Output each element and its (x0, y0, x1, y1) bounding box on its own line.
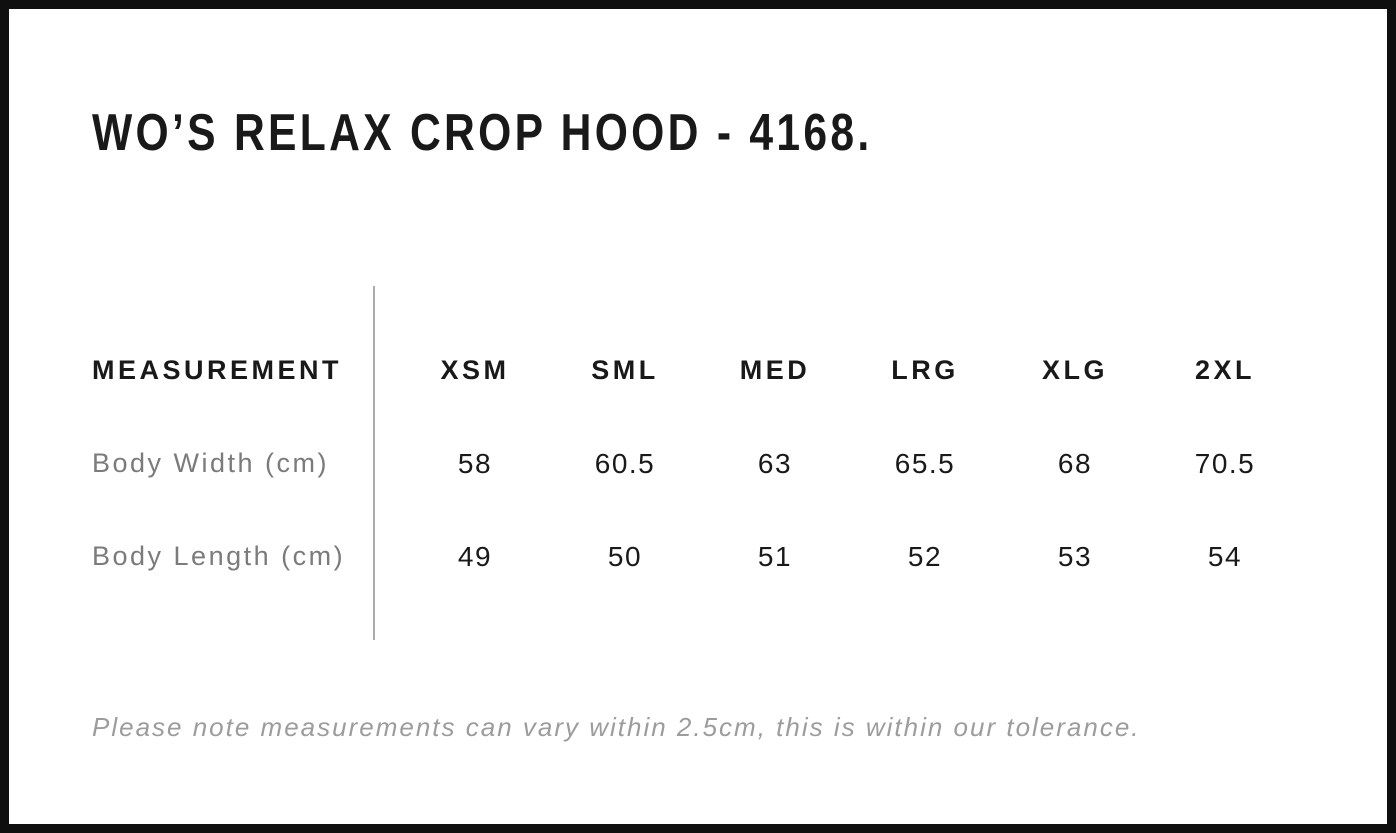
body-width-value-2xl: 70.5 (1194, 447, 1256, 479)
body-length-value-xlg: 53 (1057, 540, 1093, 572)
size-chart-table: MEASUREMENT XSM SML MED LRG XLG 2XL Body… (92, 324, 1300, 603)
body-length-value-lrg: 52 (907, 540, 943, 572)
size-column-header-2xl: 2XL (1194, 355, 1256, 385)
column-divider (373, 286, 375, 640)
size-column-header-sml: SML (591, 355, 659, 385)
row-label-body-width: Body Width (cm) (92, 448, 330, 478)
row-label-body-length: Body Length (cm) (92, 541, 346, 571)
size-column-header-xsm: XSM (440, 355, 510, 385)
tolerance-note: Please note measurements can vary within… (92, 712, 1141, 742)
size-column-header-med: MED (739, 355, 811, 385)
body-length-value-2xl: 54 (1207, 540, 1243, 572)
page-title: WO’S RELAX CROP HOOD - 4168. (92, 104, 873, 162)
measurement-column-header: MEASUREMENT (92, 355, 343, 385)
body-width-value-xlg: 68 (1057, 447, 1093, 479)
body-width-value-sml: 60.5 (594, 447, 656, 479)
size-column-header-lrg: LRG (891, 355, 959, 385)
body-width-value-lrg: 65.5 (894, 447, 956, 479)
size-column-header-xlg: XLG (1041, 355, 1108, 385)
body-length-value-xsm: 49 (457, 540, 493, 572)
body-width-value-xsm: 58 (457, 447, 493, 479)
body-width-value-med: 63 (757, 447, 793, 479)
body-length-value-med: 51 (757, 540, 793, 572)
body-length-value-sml: 50 (607, 540, 643, 572)
